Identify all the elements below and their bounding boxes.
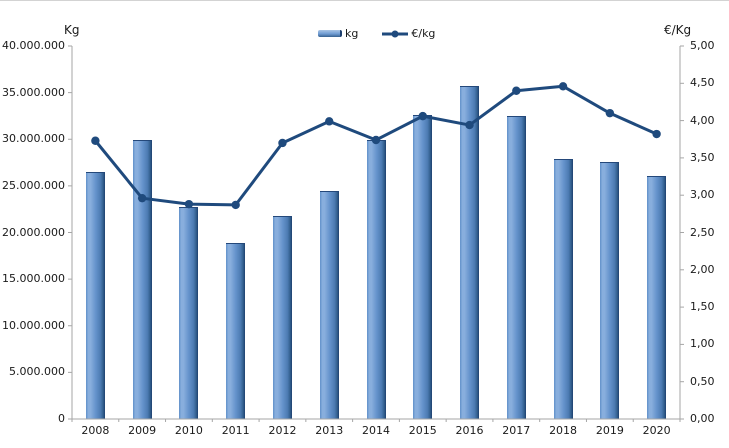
right-axis-label: 4,00 <box>690 113 715 127</box>
bar-2017 <box>506 115 526 419</box>
right-axis-title: €/Kg <box>664 23 692 37</box>
bar-2018 <box>553 158 573 419</box>
line-marker-2015 <box>418 111 427 121</box>
left-axis-label: 5.000.000 <box>9 365 65 379</box>
x-axis-label: 2011 <box>221 424 250 437</box>
bar-series-swatch-icon <box>318 30 342 37</box>
line-marker-2009 <box>137 193 147 203</box>
legend-label: kg <box>345 27 359 40</box>
right-axis-label: 2,00 <box>690 262 715 276</box>
x-axis-label: 2017 <box>502 424 531 437</box>
right-axis-label: 1,00 <box>690 337 715 351</box>
x-axis-label: 2014 <box>362 424 390 437</box>
left-axis-label: 40.000.000 <box>2 39 65 52</box>
legend-label: €/kg <box>411 27 436 40</box>
x-axis-label: 2020 <box>642 424 671 437</box>
right-axis-label: 5,00 <box>690 39 715 52</box>
x-axis-label: 2015 <box>408 424 437 437</box>
bar-2012 <box>272 215 292 419</box>
x-axis-label: 2012 <box>268 424 297 437</box>
bar-2013 <box>319 191 339 419</box>
line-marker-2013 <box>325 117 334 126</box>
x-axis-label: 2016 <box>455 424 484 437</box>
right-axis-label: 4,50 <box>690 76 715 90</box>
line-marker-2008 <box>91 136 100 145</box>
legend-item-eur-kg: €/kg <box>382 27 435 40</box>
bar-2009 <box>132 140 152 419</box>
left-axis-label: 35.000.000 <box>2 85 65 99</box>
x-axis-label: 2019 <box>595 424 624 437</box>
left-axis-label: 25.000.000 <box>2 178 65 192</box>
x-axis-label: 2008 <box>81 424 110 437</box>
line-marker-2016 <box>465 120 474 130</box>
line-marker-2011 <box>231 200 240 210</box>
left-axis-label: 20.000.000 <box>2 225 65 239</box>
x-axis-label: 2018 <box>549 424 578 437</box>
left-axis-label: 0 <box>58 412 65 425</box>
line-marker-2010 <box>184 199 194 209</box>
legend-item-kg: kg <box>318 27 358 40</box>
eur-per-kg-line <box>94 84 658 207</box>
line-marker-2012 <box>278 138 287 148</box>
bar-2008 <box>85 171 105 419</box>
left-axis-title: Kg <box>64 23 80 37</box>
right-axis-label: 3,50 <box>690 150 715 164</box>
bar-2019 <box>600 161 620 419</box>
left-axis-label: 10.000.000 <box>2 318 65 332</box>
x-axis-label: 2010 <box>174 424 203 437</box>
x-axis-label: 2009 <box>128 424 157 437</box>
right-axis-label: 0,00 <box>690 412 715 425</box>
x-axis-label: 2013 <box>315 424 344 437</box>
chart-legend: kg €/kg <box>318 27 435 40</box>
bar-2011 <box>226 242 246 419</box>
right-axis-label: 3,00 <box>690 188 715 202</box>
bar-2016 <box>460 86 480 419</box>
left-axis-label: 15.000.000 <box>2 272 65 286</box>
right-axis-label: 2,50 <box>690 225 715 239</box>
bar-2020 <box>647 175 667 419</box>
right-axis-label: 1,50 <box>690 300 715 314</box>
line-marker-2017 <box>512 86 521 95</box>
right-axis-label: 0,50 <box>690 374 715 388</box>
line-series-swatch-icon <box>382 30 409 37</box>
line-marker-2019 <box>605 108 615 118</box>
line-marker-2014 <box>371 135 381 145</box>
line-marker-2020 <box>652 129 661 139</box>
line-marker-2018 <box>558 82 568 91</box>
left-axis-label: 30.000.000 <box>2 132 65 146</box>
